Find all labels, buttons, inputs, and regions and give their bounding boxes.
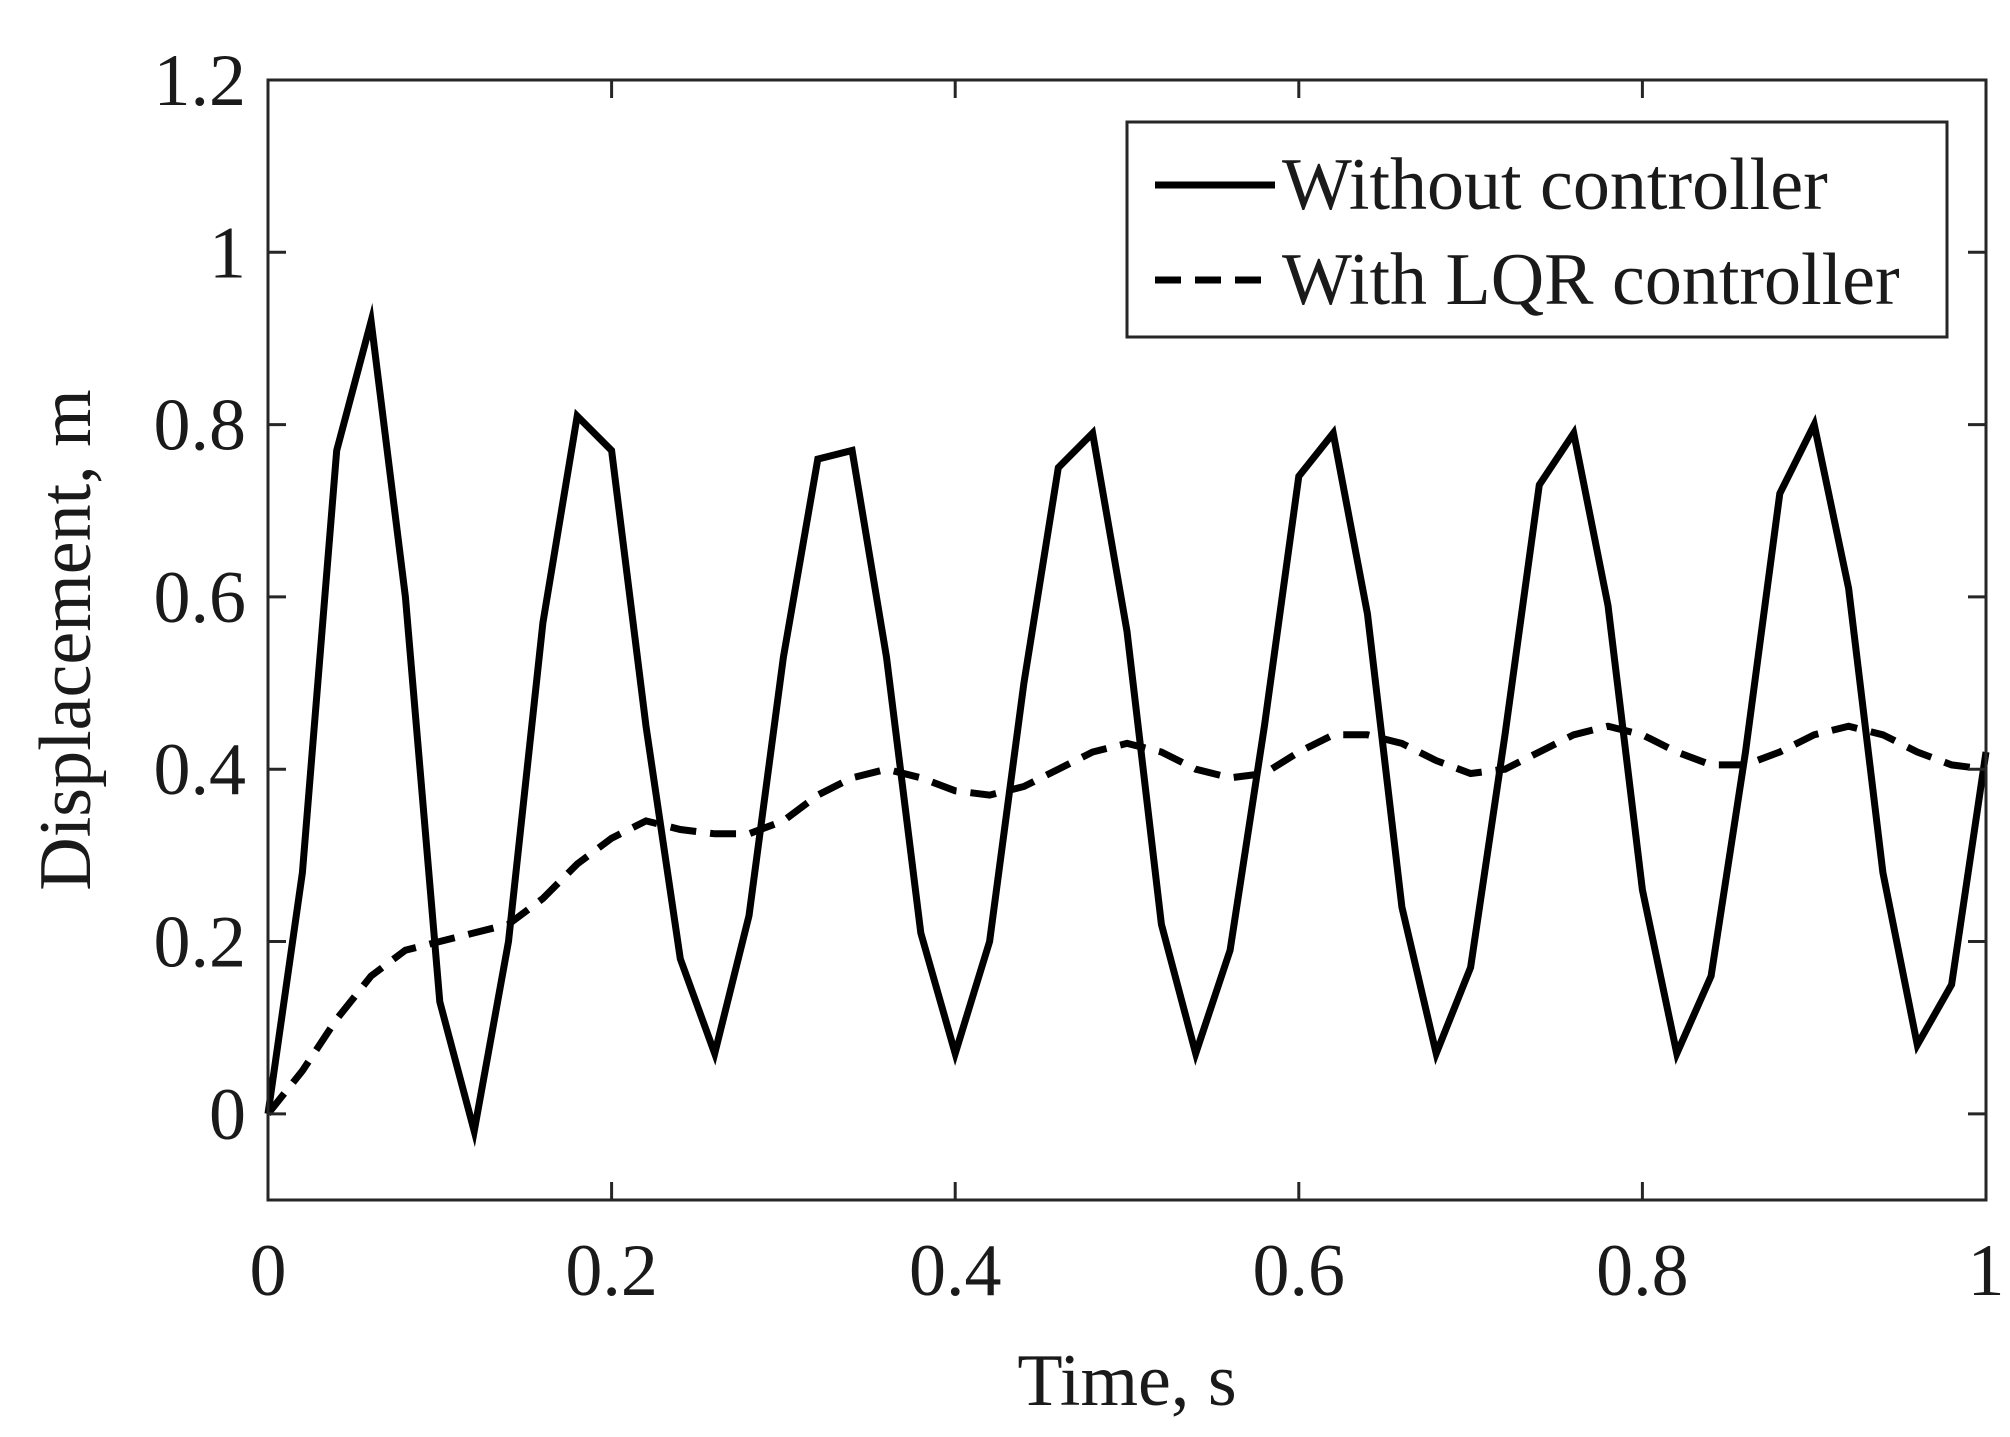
legend: Without controller With LQR controller (1125, 120, 1949, 339)
series-layer (264, 302, 1990, 1148)
plot-area-frame (266, 78, 1988, 1202)
y-tick-label: 0.8 (154, 385, 247, 467)
ticks-layer: 0 0.2 0.4 0.6 0.8 1 0 0.2 0.4 0.6 0.8 1 1.2 (154, 40, 2005, 1312)
x-axis-label: Time, s (1017, 1340, 1236, 1422)
x-tick-label: 1 (1968, 1230, 2005, 1312)
x-tick-label: 0.8 (1596, 1230, 1689, 1312)
y-axis-label: Displacement, m (25, 389, 107, 890)
legend-label-with-lqr-controller: With LQR controller (1282, 239, 1900, 321)
series-line-with-lqr-controller (265, 722, 1987, 1116)
y-tick-label: 0.4 (154, 729, 247, 811)
y-tick-label: 0.6 (154, 557, 247, 639)
y-tick-label: 1.2 (154, 40, 247, 122)
y-tick-label: 0.2 (154, 902, 247, 984)
x-tick-label: 0.6 (1253, 1230, 1346, 1312)
legend-box (1125, 120, 1949, 339)
x-tick-label: 0 (250, 1230, 287, 1312)
y-tick-label: 0 (209, 1074, 246, 1156)
x-tick-label: 0.2 (565, 1230, 658, 1312)
series-line-without-controller (264, 302, 1990, 1148)
legend-label-without-controller: Without controller (1282, 144, 1828, 226)
x-tick-label: 0.4 (909, 1230, 1002, 1312)
y-tick-label: 1 (209, 212, 246, 294)
